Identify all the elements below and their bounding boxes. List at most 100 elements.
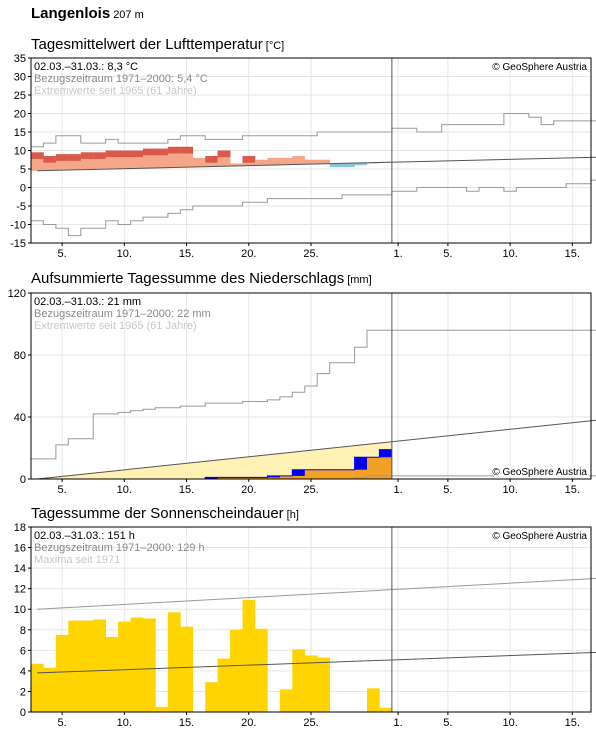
sunshine-bar (31, 663, 44, 712)
precipitation-daily-step (205, 477, 218, 479)
y-tick-label: 0 (20, 474, 26, 486)
y-tick-label: 12 (14, 584, 26, 596)
copyright-label: © GeoSphere Austria (492, 467, 587, 478)
x-tick-label: 10. (502, 248, 517, 260)
y-tick-label: 18 (14, 522, 26, 534)
sunshine-bar (155, 706, 169, 712)
x-tick-label: 5. (58, 717, 67, 729)
x-tick-label: 10. (117, 248, 132, 260)
temperature-bar-top (105, 150, 119, 158)
y-tick-label: 8 (20, 625, 26, 637)
temperature-chart-title: Tagesmittelwert der Lufttemperatur [°C] (31, 36, 285, 53)
sunshine-bar (180, 626, 194, 712)
sunshine-bar (367, 688, 380, 712)
x-tick-label: 1. (394, 484, 403, 496)
info-current: 02.03.–31.03.: 151 h (34, 530, 135, 542)
temperature-bar-top (130, 150, 144, 158)
precipitation-chart-title: Aufsummierte Tagessumme des Niederschlag… (31, 270, 372, 287)
y-tick-label: 2 (20, 686, 26, 698)
y-tick-label: 40 (14, 412, 26, 424)
sunshine-bar (217, 658, 231, 712)
temperature-bar (192, 157, 206, 167)
copyright-label: © GeoSphere Austria (492, 62, 587, 73)
copyright-label: © GeoSphere Austria (492, 531, 587, 542)
y-tick-label: 4 (20, 666, 26, 678)
info-current: 02.03.–31.03.: 21 mm (34, 296, 141, 308)
sunshine-bar (118, 621, 131, 712)
y-tick-label: 10 (14, 604, 26, 616)
y-tick-label: 15 (14, 127, 26, 139)
x-tick-label: 15. (179, 484, 194, 496)
y-tick-label: 14 (14, 563, 26, 575)
precipitation-daily-step (354, 457, 367, 470)
x-tick-label: 25. (303, 484, 318, 496)
sunshine-bar (167, 612, 181, 712)
precipitation-daily-step (292, 469, 305, 476)
x-tick-label: 25. (303, 248, 318, 260)
sunshine-bar (80, 620, 94, 712)
temperature-bar (354, 162, 368, 166)
y-tick-label: 25 (14, 90, 26, 102)
temperature-bar (329, 163, 343, 168)
temperature-bar-top (167, 146, 181, 154)
y-tick-label: 120 (8, 288, 26, 300)
x-tick-label: 25. (303, 717, 318, 729)
y-tick-label: 35 (14, 53, 26, 65)
temperature-bar-top (43, 156, 57, 163)
sunshine-max-line (37, 577, 596, 610)
x-tick-label: 5. (443, 717, 452, 729)
sunshine-bar (379, 707, 393, 712)
temperature-bar-top (118, 150, 131, 158)
temperature-bar-top (68, 154, 82, 161)
info-reference: Bezugszeitraum 1971–2000: 22 mm (34, 308, 211, 320)
temperature-bar (230, 163, 243, 166)
sunshine-bar (205, 682, 218, 712)
copyright-bg (494, 465, 589, 477)
info-current-bg (32, 528, 172, 540)
sunshine-bar (143, 618, 156, 712)
y-tick-label: 5 (20, 164, 26, 176)
sunshine-bar (130, 617, 144, 712)
x-tick-label: 1. (394, 248, 403, 260)
temperature-reference-line (37, 156, 596, 172)
y-tick-label: 30 (14, 72, 26, 84)
info-current-bg (32, 59, 172, 71)
sunshine-bar (292, 649, 306, 712)
x-tick-label: 5. (443, 484, 452, 496)
temperature-bar-top (80, 152, 94, 160)
precipitation-daily-step (267, 475, 280, 478)
temperature-bar (255, 159, 268, 166)
temperature-unit: [°C] (265, 40, 285, 52)
info-current-bg (32, 294, 172, 306)
station-name: Langenlois (31, 5, 111, 22)
x-tick-label: 15. (179, 717, 194, 729)
x-tick-label: 15. (565, 484, 580, 496)
temperature-bar-top (205, 156, 218, 163)
temperature-bar-top (155, 148, 169, 156)
precipitation-daily-step (379, 449, 392, 458)
info-extremes: Extremwerte seit 1965 (61 Jahre) (34, 320, 197, 332)
y-tick-label: -10 (10, 220, 26, 232)
x-tick-label: 10. (117, 717, 132, 729)
info-extremes: Extremwerte seit 1965 (61 Jahre) (34, 85, 197, 97)
sunshine-bar (93, 619, 106, 712)
y-tick-label: 10 (14, 146, 26, 158)
precipitation-max-line (31, 329, 596, 460)
x-tick-label: 20. (241, 248, 256, 260)
sunshine-bar (317, 657, 330, 712)
sunshine-bar (304, 655, 318, 712)
x-tick-label: 10. (502, 484, 517, 496)
temperature-bar (304, 159, 318, 165)
temperature-bar (279, 157, 293, 165)
station-header: Langenlois 207 m (31, 5, 144, 22)
sunshine-bar (279, 689, 293, 712)
precipitation-unit: [mm] (347, 274, 372, 286)
x-tick-label: 15. (565, 717, 580, 729)
x-tick-label: 5. (443, 248, 452, 260)
sunshine-bar (55, 634, 69, 712)
temperature-bar-top (93, 152, 106, 160)
temperature-bar (267, 157, 281, 166)
info-extremes: Maxima seit 1971 (34, 554, 120, 566)
temperature-bar-top (55, 154, 69, 161)
station-elevation: 207 m (113, 9, 144, 21)
